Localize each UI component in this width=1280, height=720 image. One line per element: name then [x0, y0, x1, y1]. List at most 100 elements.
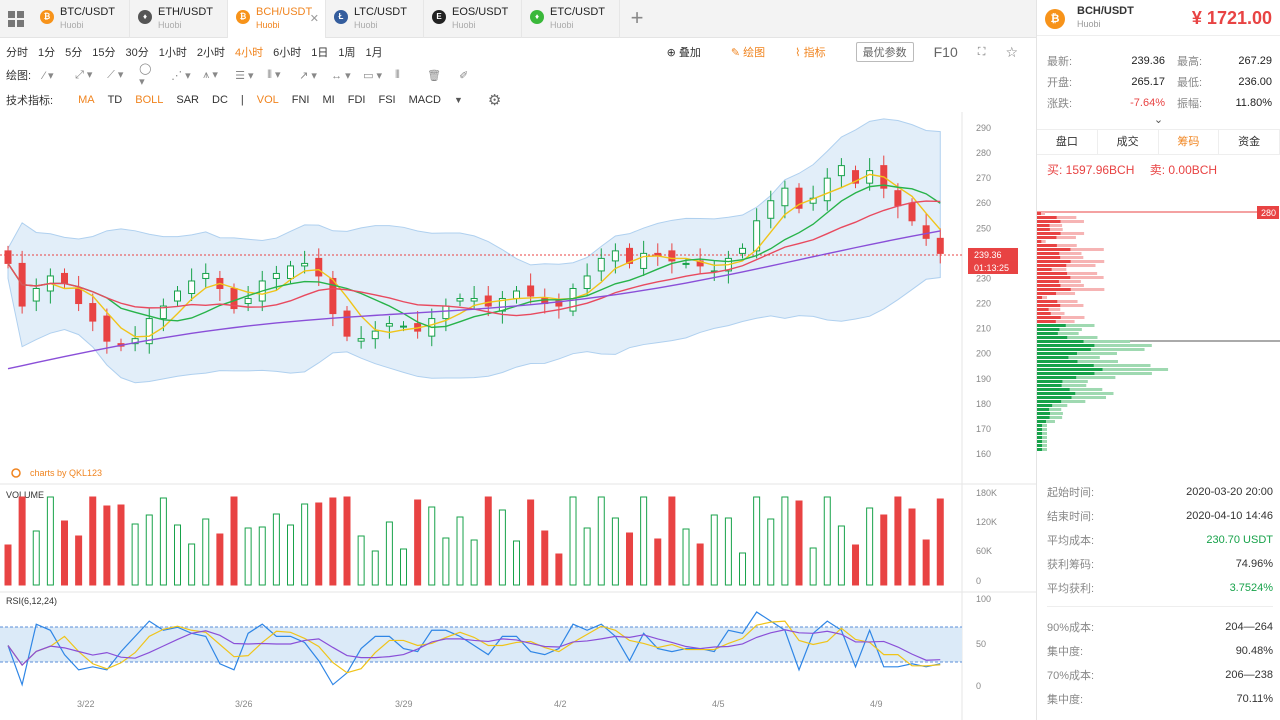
- chevron-down-icon[interactable]: ⌄: [1153, 114, 1164, 126]
- volume-bar: [4, 544, 12, 586]
- tab-bch-usdt[interactable]: ₿ BCH/USDT Huobi ✕: [228, 0, 326, 38]
- chip-bar-light: [1037, 284, 1084, 287]
- chip-bar-light: [1037, 364, 1151, 367]
- stat-value: 239.36: [1131, 54, 1165, 67]
- line-tool-icon[interactable]: ⁄ ▾: [43, 69, 54, 82]
- timeframe-9[interactable]: 1日: [311, 47, 329, 59]
- indicator-ma[interactable]: MA: [78, 94, 95, 106]
- candle: [32, 287, 40, 302]
- rsi-label: RSI(6,12,24): [6, 596, 57, 606]
- arrow-tool-icon[interactable]: ↗ ▾: [299, 69, 317, 82]
- chip-bar: [1037, 328, 1060, 331]
- rsi-tick: 0: [976, 681, 981, 691]
- close-icon[interactable]: ✕: [309, 13, 319, 25]
- tab-ltc-usdt[interactable]: Ł LTC/USDT Huobi: [326, 0, 424, 38]
- timeframe-10[interactable]: 1周: [338, 47, 356, 59]
- indicator-fni[interactable]: FNI: [291, 94, 310, 106]
- chip-bar: [1037, 388, 1070, 391]
- fullscreen-icon[interactable]: ⛶: [977, 45, 986, 58]
- timeframe-7[interactable]: 4小时: [235, 47, 264, 59]
- best-params-button[interactable]: 最优参数: [855, 42, 914, 62]
- chip-bar-light: [1037, 236, 1076, 239]
- current-price-badge: [968, 247, 1018, 261]
- tab-eth-usdt[interactable]: ♦ ETH/USDT Huobi: [130, 0, 228, 38]
- tab-etc-usdt[interactable]: ♦ ETC/USDT Huobi: [522, 0, 620, 38]
- timeframe-0[interactable]: 分时: [6, 47, 28, 59]
- text-tool-icon[interactable]: ▭ ▾: [363, 69, 383, 82]
- chip-price-badge: [1257, 206, 1279, 219]
- timeframe-3[interactable]: 15分: [92, 47, 116, 59]
- ray-tool-icon[interactable]: ⤢ ▾: [75, 69, 93, 81]
- bars-tool-icon[interactable]: ⫴: [395, 68, 400, 81]
- countdown-badge: [968, 260, 1018, 274]
- pattern-tool-icon[interactable]: ⩚ ▾: [203, 69, 218, 81]
- candle: [484, 295, 492, 307]
- brush-icon[interactable]: ✐: [459, 69, 469, 82]
- indicator-dc[interactable]: DC: [212, 94, 228, 106]
- grid-menu-button[interactable]: [0, 0, 32, 38]
- star-icon[interactable]: ☆: [1005, 43, 1018, 60]
- stat-label: 最高:: [1177, 55, 1203, 68]
- trash-icon[interactable]: 🗑: [427, 69, 442, 82]
- info-row: 结束时间: 2020-04-10 14:46: [1047, 504, 1273, 528]
- timeframe-8[interactable]: 6小时: [273, 47, 302, 59]
- fib-levels-icon[interactable]: ☰ ▾: [235, 69, 254, 82]
- panel-tab-1[interactable]: 成交: [1098, 130, 1159, 154]
- indicator-boll[interactable]: BOLL: [135, 94, 164, 106]
- settings-icon[interactable]: ⚙: [487, 92, 502, 109]
- timeframe-5[interactable]: 1小时: [158, 47, 187, 59]
- indicator-macd[interactable]: MACD: [408, 94, 441, 106]
- indicator-mi[interactable]: MI: [322, 94, 335, 106]
- price-tick: 250: [976, 223, 991, 233]
- indicator-sar[interactable]: SAR: [176, 94, 199, 106]
- candle: [922, 225, 930, 239]
- timeframe-4[interactable]: 30分: [125, 47, 149, 59]
- volume-bar: [428, 506, 436, 586]
- volume-bar: [61, 520, 69, 586]
- timeframe-2[interactable]: 5分: [65, 47, 83, 59]
- panel-tab-2[interactable]: 筹码: [1159, 130, 1220, 154]
- gann-tool-icon[interactable]: ⦀ ▾: [267, 69, 281, 81]
- chip-distribution-chart: 280: [1037, 206, 1280, 451]
- tab-btc-usdt[interactable]: ₿ BTC/USDT Huobi: [32, 0, 130, 38]
- chart-area[interactable]: 2902802702602502402302202102001901801701…: [0, 112, 1036, 720]
- chip-bar-light: [1037, 304, 1084, 307]
- info-value: 70.11%: [1236, 693, 1274, 705]
- add-tab-button[interactable]: +: [630, 5, 644, 30]
- panel-tab-3[interactable]: 资金: [1219, 130, 1280, 154]
- chip-bar: [1037, 288, 1071, 291]
- indicator-fsi[interactable]: FSI: [378, 94, 396, 106]
- fib-tool-icon[interactable]: ⋰ ▾: [171, 69, 191, 82]
- measure-tool-icon[interactable]: ↔ ▾: [331, 69, 351, 82]
- stat-label: 振幅:: [1177, 97, 1203, 110]
- chip-bar: [1037, 424, 1042, 427]
- candle: [908, 202, 916, 222]
- price-stats: 最新: 239.36 最高: 267.29 开盘: 265.17 最低: 236.00 涨跌: -…: [1037, 36, 1280, 113]
- timeframe-6[interactable]: 2小时: [196, 47, 225, 59]
- stat-label: 涨跌:: [1047, 97, 1073, 110]
- panel-tab-0[interactable]: 盘口: [1037, 130, 1098, 154]
- draw-button[interactable]: ✎ 绘图: [730, 47, 766, 59]
- channel-tool-icon[interactable]: ⟋ ▾: [107, 69, 124, 81]
- volume-tick: 60K: [976, 546, 992, 556]
- chip-bar-light: [1037, 268, 1067, 271]
- stat-label: 开盘:: [1047, 76, 1073, 89]
- tab-eos-usdt[interactable]: E EOS/USDT Huobi: [424, 0, 522, 38]
- timeframe-11[interactable]: 1月: [365, 47, 383, 59]
- current-price-label: 239.36: [974, 250, 1002, 260]
- timeframe-1[interactable]: 1分: [38, 47, 56, 59]
- volume-bar: [922, 539, 930, 586]
- candle: [400, 325, 408, 328]
- circle-tool-icon[interactable]: ◯ ▾: [139, 63, 152, 88]
- info-label: 起始时间:: [1047, 487, 1095, 499]
- f10-button[interactable]: F10: [933, 44, 958, 60]
- chip-bar: [1037, 340, 1084, 343]
- dropdown-icon[interactable]: ▼: [453, 95, 463, 105]
- chip-bar: [1037, 376, 1077, 379]
- indicator-button[interactable]: ⌇ 指标: [795, 47, 826, 59]
- volume-bar: [569, 496, 577, 586]
- indicator-td[interactable]: TD: [107, 94, 123, 106]
- indicator-fdi[interactable]: FDI: [347, 94, 366, 106]
- overlay-button[interactable]: ⊕ 叠加: [666, 47, 701, 59]
- indicator-vol[interactable]: VOL: [256, 94, 279, 106]
